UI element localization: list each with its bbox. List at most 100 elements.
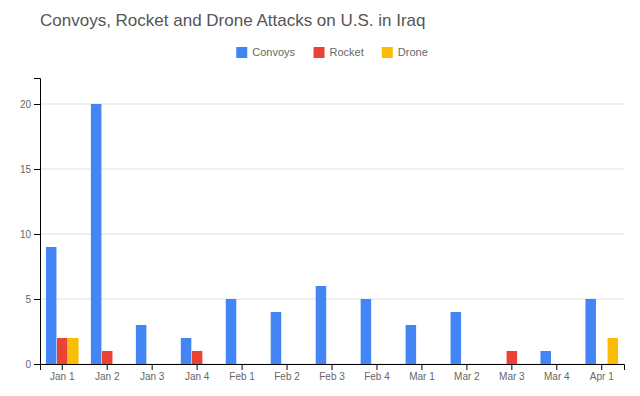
x-tick-label: Feb 3 (319, 371, 345, 382)
x-tick-label: Feb 1 (229, 371, 255, 382)
x-tick: Apr 1 (590, 364, 614, 382)
x-tick-label: Jan 1 (50, 371, 75, 382)
legend-label: Drone (398, 46, 428, 58)
y-tick: 15 (20, 164, 40, 175)
x-tick: Feb 1 (229, 364, 255, 382)
x-tick: Feb 4 (364, 364, 390, 382)
title: Convoys, Rocket and Drone Attacks on U.S… (40, 11, 426, 30)
bar (316, 286, 327, 364)
x-tick-mark (601, 364, 602, 370)
bar (327, 364, 338, 365)
x-tick-mark (242, 364, 243, 370)
bar (147, 364, 158, 365)
x-tick-mark (511, 364, 512, 370)
y-tick-label: 20 (20, 99, 32, 110)
x-tick-mark (62, 364, 63, 370)
bar (203, 364, 214, 365)
x-tick-mark (421, 364, 422, 370)
x-tick-mark (152, 364, 153, 370)
grid-line (40, 299, 624, 300)
chart-container: Convoys, Rocket and Drone Attacks on U.S… (0, 0, 640, 396)
bar (507, 351, 518, 364)
bar (237, 364, 248, 365)
legend-swatch (382, 47, 393, 58)
x-tick: Mar 1 (409, 364, 435, 382)
x-tick: Feb 3 (319, 364, 345, 382)
legend-item: Drone (382, 46, 428, 58)
bar (462, 364, 473, 365)
x-tick-label: Feb 4 (364, 371, 390, 382)
legend-label: Rocket (330, 46, 364, 58)
y-tick-label: 10 (20, 229, 32, 240)
legend-item: Rocket (314, 46, 364, 58)
y-axis: 0 5 10 15 20 (20, 79, 41, 370)
x-tick: Jan 3 (140, 364, 165, 382)
bar (372, 364, 383, 365)
x-tick-label: Jan 2 (95, 371, 120, 382)
y-tick-mark (34, 234, 40, 235)
bar (451, 312, 462, 364)
y-tick: 0 (25, 359, 40, 370)
y-axis-line (34, 79, 41, 365)
bar (271, 312, 282, 364)
x-tick: Jan 1 (50, 364, 75, 382)
y-tick: 10 (20, 229, 40, 240)
x-tick-label: Jan 4 (185, 371, 210, 382)
grid-line (40, 169, 624, 170)
legend-swatch (236, 47, 247, 58)
bar (473, 364, 484, 365)
bar (192, 351, 203, 364)
x-tick: Mar 3 (499, 364, 525, 382)
bar (68, 338, 79, 364)
bar (608, 338, 619, 364)
y-tick-label: 5 (25, 294, 31, 305)
y-tick-mark (34, 104, 40, 105)
bar (552, 364, 563, 365)
x-tick-label: Mar 3 (499, 371, 525, 382)
bar (91, 104, 102, 364)
grid (40, 104, 624, 364)
bar (406, 325, 417, 364)
y-tick-label: 0 (25, 359, 31, 370)
y-tick-mark (34, 364, 40, 365)
bar (102, 351, 113, 364)
bar (293, 364, 304, 365)
x-tick-mark (332, 364, 333, 370)
x-axis: Jan 1 Jan 2 Jan 3 Jan 4 Feb 1 Feb 2 Feb 3 Feb 4… (41, 364, 625, 382)
y-tick-label: 15 (20, 164, 32, 175)
bar (136, 325, 147, 364)
x-tick-mark (556, 364, 557, 370)
chart: Convoys, Rocket and Drone Attacks on U.S… (0, 0, 640, 396)
series (46, 104, 596, 364)
bar (540, 351, 551, 364)
x-tick-mark (376, 364, 377, 370)
y-tick-mark (34, 169, 40, 170)
x-tick: Feb 2 (274, 364, 300, 382)
bar (282, 364, 293, 365)
bar (46, 247, 57, 364)
plot: 0 5 10 15 20 Jan 1 Jan 2 Jan 3 Jan 4 Feb 1 Feb 2 Fe… (20, 79, 625, 383)
x-tick-label: Jan 3 (140, 371, 165, 382)
x-tick-mark (107, 364, 108, 370)
bars (46, 104, 618, 364)
y-tick-mark (34, 299, 40, 300)
bar (361, 299, 372, 364)
bar (248, 364, 259, 365)
x-tick-mark (287, 364, 288, 370)
x-tick-label: Mar 4 (544, 371, 570, 382)
x-tick: Mar 4 (544, 364, 570, 382)
x-tick-label: Apr 1 (590, 371, 614, 382)
x-tick-label: Mar 1 (409, 371, 435, 382)
bar (383, 364, 394, 365)
bar (57, 338, 68, 364)
series (68, 338, 618, 364)
y-tick: 20 (20, 99, 40, 110)
x-axis-line (41, 365, 625, 371)
x-tick: Mar 2 (454, 364, 480, 382)
bar (158, 364, 169, 365)
x-tick-mark (197, 364, 198, 370)
bar (428, 364, 439, 365)
legend-item: Convoys (236, 46, 295, 58)
x-tick-label: Mar 2 (454, 371, 480, 382)
grid-line (40, 234, 624, 235)
